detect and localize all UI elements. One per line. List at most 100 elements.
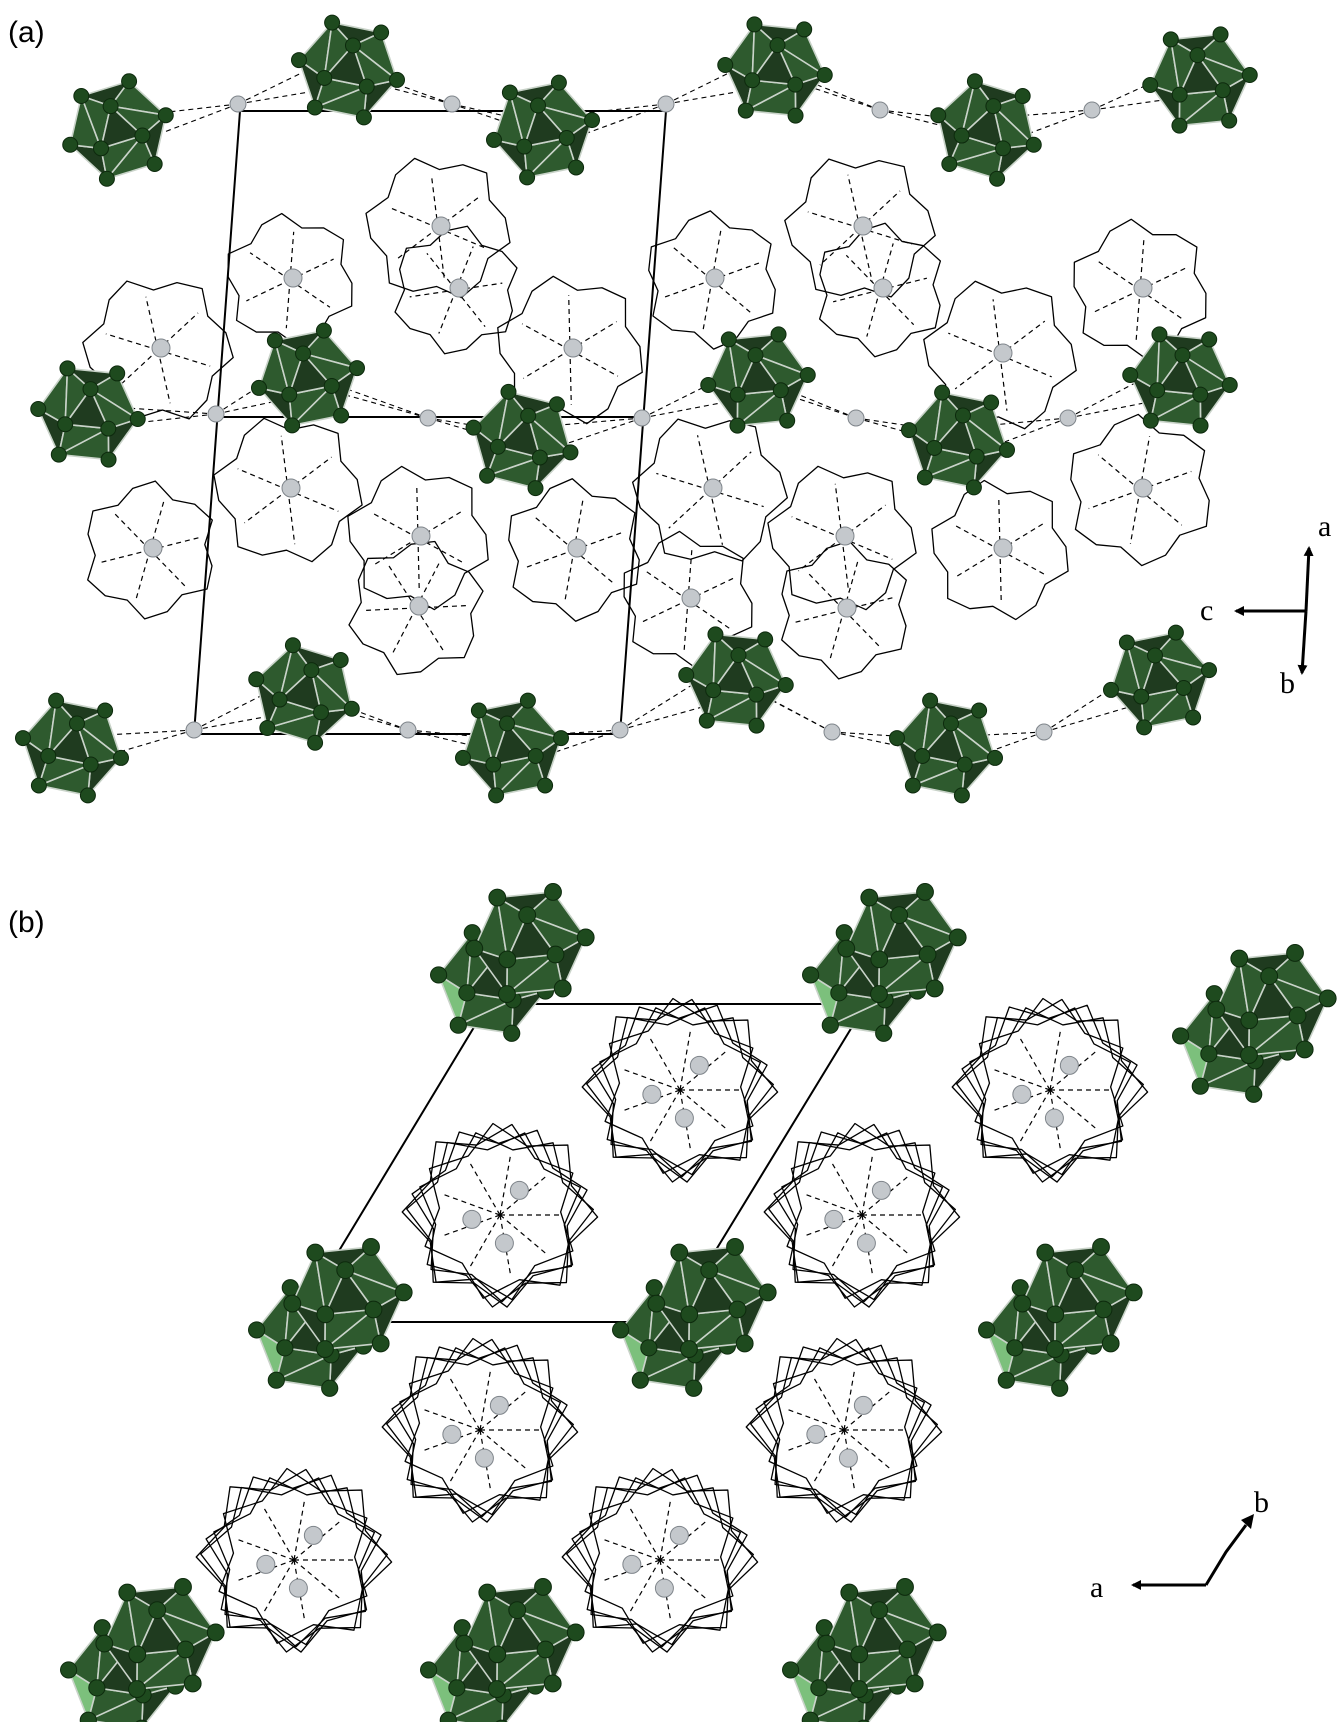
coordination-bond [1018,1036,1051,1091]
icosahedron-atom [146,155,163,172]
icosahedron [900,384,1016,496]
coordination-bond [499,1154,512,1216]
icosahedron [1142,26,1258,134]
icosahedron [465,883,595,1003]
cation-sphere [1012,1084,1032,1104]
cation-sphere [633,409,651,427]
coordination-bond [954,524,1001,551]
coordination-bond [117,349,159,388]
crown-ether [347,465,489,611]
cation-sphere [509,1180,529,1200]
icosahedron-atom [550,74,567,91]
icosahedron-atom [508,1601,527,1620]
icosahedron-atom [953,127,970,144]
crown-ether [648,210,776,350]
cation-sphere [409,596,429,616]
icosahedron-atom [316,69,333,86]
crown-ether-ring [406,1132,582,1308]
icosahedron-atom [966,73,983,90]
icosahedron-atom [343,700,360,717]
cation-sphere [873,278,893,298]
icosahedron-atom [678,667,695,684]
crown-ether-cluster [763,1122,961,1308]
icosahedron [465,383,579,497]
crown-ether-ring [200,1477,376,1653]
icosahedron-atom [281,1279,299,1297]
icosahedron-atom [870,950,889,969]
cation-sphere [1035,723,1053,741]
icosahedron-atom [1171,117,1188,134]
icosahedron-atom [870,985,888,1003]
icosahedron-atom [362,1238,380,1256]
icosahedron-atom [860,888,879,907]
icosahedron-atom [737,102,754,119]
contact-line [287,367,429,419]
crown-ether-ring [631,418,789,562]
cation-sphere [567,538,587,558]
icosahedron [1013,1238,1143,1358]
icosahedron-atom [134,127,151,144]
icosahedron-atom [782,1661,800,1679]
icosahedron [837,883,967,1003]
coordination-bond [999,354,1008,411]
icosahedron-atom [744,72,761,89]
icosahedron-atom [174,1578,192,1596]
icosahedron-atom [817,1634,836,1653]
icosahedron-atom [1205,985,1223,1003]
icosahedron-atom [918,945,937,964]
icosahedron-atom [905,1674,924,1693]
icosahedron-face [1156,354,1202,396]
crown-ether [781,540,907,680]
icosahedron-atom [371,1334,390,1353]
icosahedron-atom [553,730,570,747]
coordination-bond [468,1161,501,1216]
icosahedron [250,322,366,434]
cation-sphere [642,1084,662,1104]
icosahedron-atom [779,412,796,429]
icosahedron-atom [454,749,471,766]
cations-a [143,95,1153,741]
icosahedron-atom [1142,412,1159,429]
icosahedron-atom [971,702,988,719]
cation-sphere [703,478,723,498]
icosahedron-face [324,1269,375,1316]
icosahedron-atom [576,928,595,947]
cation-sphere [657,95,675,113]
icosahedron-atom [925,979,944,998]
icosahedron-face [1178,54,1224,96]
icosahedron-atom [930,107,947,124]
coordination-bond [438,289,457,334]
cation-sphere [489,1395,509,1415]
coordination-bond [1093,289,1141,313]
contact-line [1043,669,1141,733]
icosahedron-face [136,1609,187,1656]
icosahedron-atom [316,1305,335,1324]
icosahedron-atom [113,749,130,766]
icosahedron [290,14,406,126]
icosahedron-face [497,414,541,459]
coordination-bond [105,333,159,351]
cation-sphere [847,409,865,427]
coordination-bond [293,1499,306,1561]
coordination-bond [388,206,439,229]
crown-ether-ring [745,1338,918,1516]
icosahedron-atom [364,1300,383,1319]
icosahedron-atom [1192,386,1209,403]
coordination-bond [1049,1089,1098,1131]
axis-b-label-b: b [1254,1486,1269,1519]
icosahedron-atom [14,730,31,747]
icosahedron-atom [1214,82,1231,99]
icosahedron-atom [728,1300,747,1319]
icosahedron-atom [1260,967,1279,986]
icosahedron-atom [458,984,476,1002]
icosahedron-atom [999,441,1016,458]
icosahedron-atom [770,326,787,343]
coordination-bond [287,489,296,545]
icosahedron-atom [465,939,484,958]
icosahedron-atom [520,407,537,424]
coordination-bond [371,512,419,539]
coordination-bond [861,1154,874,1216]
coordination-bond [289,231,295,281]
cation-sphere [853,216,873,236]
icosahedron-face [1054,1269,1105,1316]
